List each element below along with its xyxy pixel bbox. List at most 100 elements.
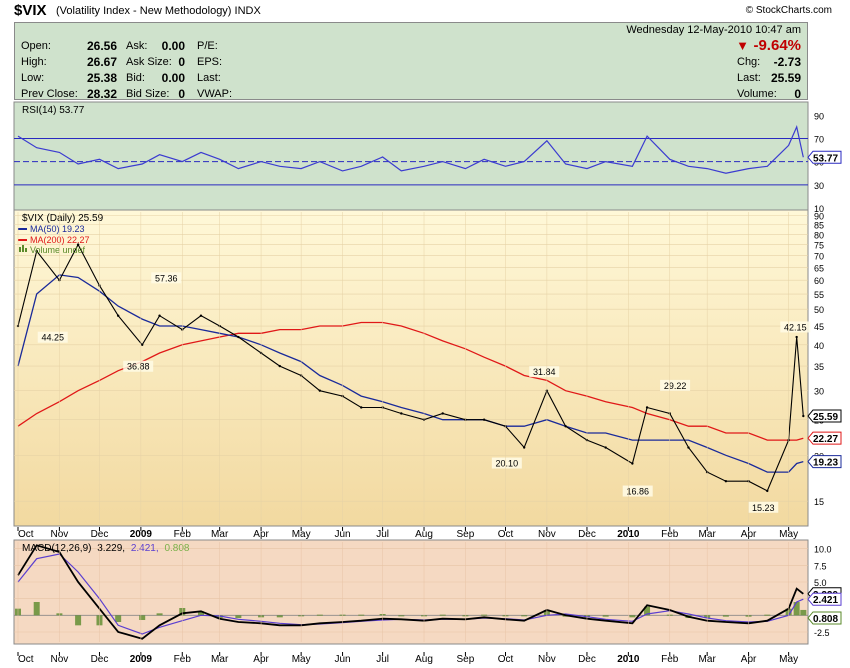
vix-price-point [482, 418, 486, 421]
quote-panel: Wednesday 12-May-2010 10:47 am ▼ -9.64% … [14, 22, 808, 101]
price-date-label: Apr [741, 529, 757, 540]
price-date-label: Mar [211, 529, 229, 540]
vix-price-point [724, 480, 728, 483]
price-tick-label: 90 [814, 212, 824, 222]
signal-last-value-tag-text: 2.421 [813, 595, 838, 606]
macd-date-label: 2010 [617, 654, 640, 665]
price-date-label: Dec [91, 529, 109, 540]
ask-size-value: 0 [178, 55, 185, 69]
ma200-last-value-tag: 22.27 [807, 431, 842, 445]
macd-histogram-bar [644, 606, 651, 616]
rsi-label: RSI(14) 53.77 [22, 105, 85, 116]
price-date-label: 2009 [130, 529, 153, 540]
macd-histogram-bar [398, 615, 405, 617]
volume-legend-swatch-3 [25, 248, 27, 252]
price-date-label: Mar [699, 529, 717, 540]
macd-histogram-bar [629, 615, 636, 618]
ask-label: Ask: [126, 40, 148, 52]
price-annotation: 29.22 [660, 379, 691, 391]
macd-date-label: Mar [211, 654, 229, 665]
macd-date-label: Mar [699, 654, 717, 665]
price-annotation: 15.23 [748, 501, 779, 513]
price-annotation-bg [748, 501, 779, 513]
symbol-description: (Volatility Index - New Methodology) IND… [56, 5, 261, 17]
macd-label-signal: 2.421, [131, 543, 159, 554]
price-tick-label: 85 [814, 221, 824, 231]
price-tick-label: 40 [814, 341, 824, 351]
price-annotation-bg [123, 360, 154, 372]
vix-price-point [604, 446, 607, 449]
price-tick-label: 80 [814, 230, 824, 240]
vix-last-value-tag-box [807, 409, 842, 423]
macd-tick-label: 5.0 [814, 578, 827, 588]
ma50-last-value-tag: 19.23 [807, 455, 842, 469]
macd-histogram-bar [722, 615, 729, 617]
date-axes: Oct Nov Dec 2009 Feb Mar Apr May Jun Jul Aug Sep Oct… [17, 212, 798, 665]
macd-histogram-bar [139, 615, 146, 620]
macd-label-hist: 0.808 [164, 543, 189, 554]
ma50-legend-label: MA(50) 19.23 [30, 224, 85, 234]
macd-date-label: Oct [18, 654, 34, 665]
price-tick-label: 30 [814, 387, 824, 397]
price-date-label: May [292, 529, 311, 540]
low-label: Low: [21, 72, 45, 84]
last-misc-label: Last: [197, 72, 221, 84]
macd-label-value: 3.229, [97, 543, 125, 554]
description-text: (Volatility Index - New Methodology) [56, 5, 232, 17]
price-annotation-bg [151, 272, 182, 284]
macd-date-label: Dec [91, 654, 109, 665]
vix-price-point [318, 389, 322, 392]
vix-price-point [802, 414, 805, 418]
prev-close-value: 28.32 [86, 87, 117, 101]
price-date-label: Jul [376, 529, 389, 540]
chart-header: $VIX (Volatility Index - New Methodology… [0, 0, 850, 22]
rsi-tick-label: 30 [814, 181, 824, 191]
macd-histogram-bar [800, 609, 807, 616]
vix-price-point [522, 446, 526, 449]
macd-panel [13, 539, 809, 645]
bid-label: Bid: [126, 72, 145, 84]
macd-histogram-bar [33, 602, 40, 616]
vix-price-point [631, 462, 634, 465]
price-date-label: Jun [334, 529, 350, 540]
volume-legend-swatch [19, 247, 21, 252]
open-label: Open: [21, 40, 51, 52]
macd-date-label: May [779, 654, 798, 665]
vix-last-value-tag: 25.59 [807, 409, 842, 423]
price-date-label: Feb [661, 529, 679, 540]
vix-last-value-tag-text: 25.59 [813, 412, 838, 423]
macd-histogram-bar [439, 614, 446, 616]
ask-value: 0.00 [161, 39, 185, 53]
price-annotation: 57.36 [151, 272, 182, 284]
vix-price-point [35, 249, 38, 253]
macd-date-label: 2009 [130, 654, 153, 665]
macd-histogram-bar [481, 614, 488, 616]
price-tick-label: 60 [814, 276, 824, 286]
chg-value: -2.73 [773, 55, 801, 69]
macd-date-label: Aug [415, 654, 433, 665]
prev-close-label: Prev Close: [21, 88, 78, 100]
rsi-last-value-tag-box [807, 150, 842, 164]
open-value: 26.56 [86, 39, 117, 53]
rsi-last-value-tag: 53.77 [807, 150, 842, 164]
ma50-last-value-tag-box [807, 455, 842, 469]
vix-price-point [116, 314, 120, 317]
bid-value: 0.00 [161, 71, 185, 85]
vix-price-point [687, 446, 690, 449]
price-annotation-label: 20.10 [496, 459, 519, 469]
high-value: 26.67 [86, 55, 117, 69]
pe-label: P/E: [197, 40, 218, 52]
rsi-tick-label: 90 [814, 111, 824, 121]
vix-price-point [766, 489, 769, 493]
macd-date-label: Apr [741, 654, 757, 665]
macd-date-label: Apr [253, 654, 269, 665]
signal-last-value-tag-box [807, 592, 842, 606]
vix-price-point [564, 425, 567, 428]
macd-histogram-bar [521, 615, 528, 617]
price-annotation: 31.84 [529, 366, 560, 378]
price-date-label: Feb [174, 529, 192, 540]
macd-date-label: May [292, 654, 311, 665]
ma50-last-value-tag-text: 19.23 [813, 458, 838, 469]
hist-last-value-tag: 0.808 [807, 611, 842, 625]
